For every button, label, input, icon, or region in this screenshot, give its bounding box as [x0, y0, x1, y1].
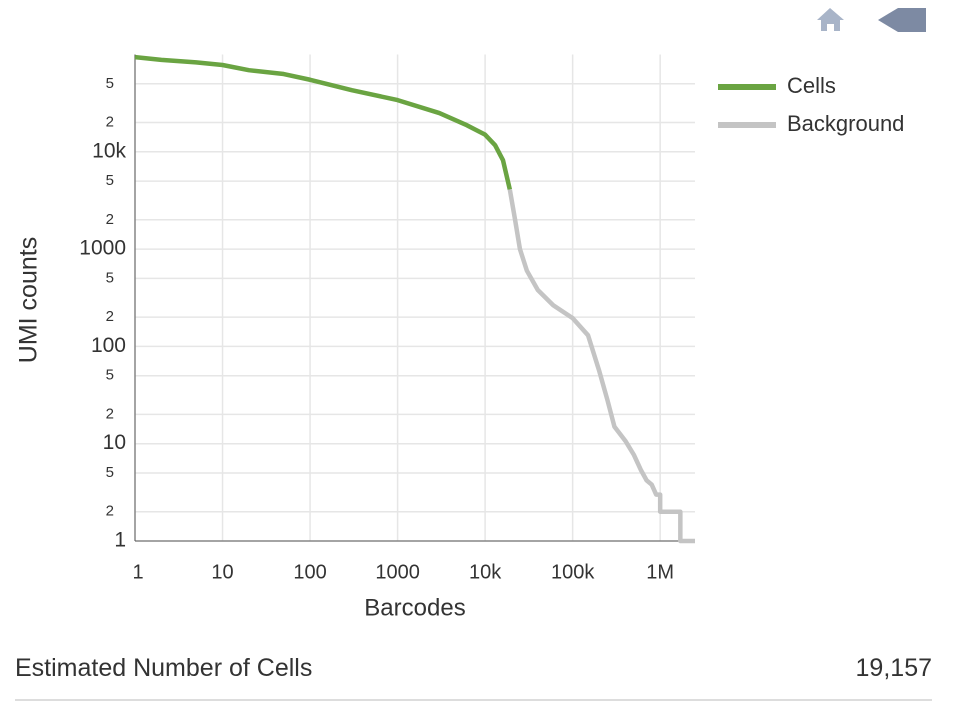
y-tick-label: 10: [103, 431, 126, 454]
home-icon[interactable]: [817, 8, 844, 31]
x-tick-label: 1: [132, 561, 143, 583]
y-tick-label: 5: [106, 172, 114, 189]
y-tick-label: 1000: [79, 237, 126, 260]
metric-value: 19,157: [855, 653, 932, 682]
x-tick-label: 1M: [646, 561, 674, 583]
x-axis-label: Barcodes: [364, 594, 465, 621]
y-tick-label: 2: [106, 405, 114, 422]
x-tick-label: 100k: [551, 561, 595, 583]
y-tick-label: 1: [114, 529, 126, 552]
y-tick-label: 2: [106, 308, 114, 325]
x-tick-label: 10k: [469, 561, 502, 583]
y-tick-label: 5: [106, 269, 114, 286]
x-tick-label: 10: [211, 561, 233, 583]
legend-label: Cells: [787, 73, 836, 98]
x-tick-label: 1000: [375, 561, 420, 583]
y-tick-label: 10k: [92, 139, 126, 162]
separator: [15, 699, 932, 701]
y-tick-label: 5: [106, 367, 114, 384]
series-line: [134, 54, 513, 190]
legend-label: Background: [787, 111, 904, 136]
y-tick-label: 2: [106, 503, 114, 520]
metric-label: Estimated Number of Cells: [15, 653, 313, 682]
y-axis-label: UMI counts: [15, 237, 43, 363]
chart: UMI counts Barcodes 12510251002510002510…: [15, 8, 926, 621]
y-tick-label: 5: [106, 75, 114, 92]
y-tick-label: 2: [106, 113, 114, 130]
series-line: [507, 189, 695, 544]
y-tick-label: 5: [106, 464, 114, 481]
y-tick-label: 100: [91, 334, 126, 357]
y-tick-label: 2: [106, 211, 114, 228]
x-tick-label: 100: [293, 561, 326, 583]
back-button[interactable]: [878, 8, 926, 32]
metric-row: Estimated Number of Cells 19,157: [15, 648, 932, 688]
